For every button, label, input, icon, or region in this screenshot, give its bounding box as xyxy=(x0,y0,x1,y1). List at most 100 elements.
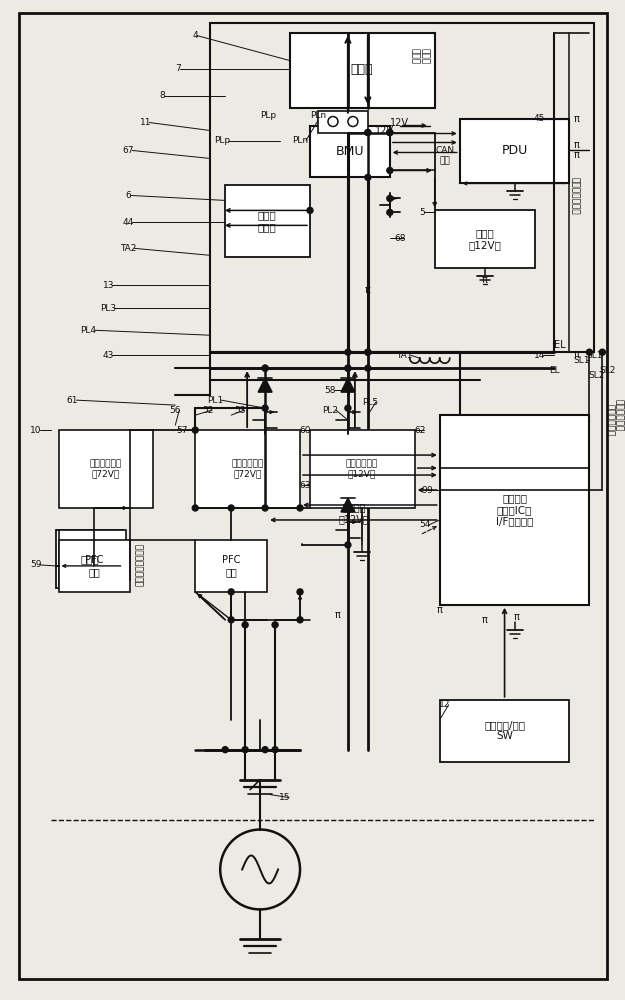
Text: PL4: PL4 xyxy=(81,326,96,335)
Text: 14: 14 xyxy=(534,351,545,360)
Circle shape xyxy=(387,195,393,201)
Text: 连接器温度信息: 连接器温度信息 xyxy=(570,177,579,214)
Circle shape xyxy=(262,405,268,411)
Circle shape xyxy=(297,589,303,595)
Text: 67: 67 xyxy=(122,146,134,155)
Circle shape xyxy=(228,589,234,595)
Circle shape xyxy=(222,747,228,753)
Bar xyxy=(195,430,300,508)
Text: SL1: SL1 xyxy=(573,356,589,365)
Text: PFC
电路: PFC 电路 xyxy=(222,555,241,577)
Circle shape xyxy=(262,365,268,371)
Text: 4: 4 xyxy=(192,31,198,40)
Text: 53: 53 xyxy=(234,406,246,415)
Text: 交直流
转换器: 交直流 转换器 xyxy=(258,211,276,232)
Circle shape xyxy=(345,405,351,411)
Text: PL1: PL1 xyxy=(207,396,223,405)
Circle shape xyxy=(365,349,371,355)
Circle shape xyxy=(586,349,592,355)
Text: π: π xyxy=(574,140,579,150)
Bar xyxy=(59,540,131,592)
Circle shape xyxy=(365,130,371,136)
Circle shape xyxy=(599,349,606,355)
Text: 13: 13 xyxy=(102,281,114,290)
Text: 62: 62 xyxy=(414,426,426,435)
Text: 充电开始/停止
SW: 充电开始/停止 SW xyxy=(484,720,525,741)
Text: 15: 15 xyxy=(279,793,291,802)
Circle shape xyxy=(387,209,393,215)
Circle shape xyxy=(297,505,303,511)
Circle shape xyxy=(307,207,313,213)
Text: 12: 12 xyxy=(439,700,451,709)
Bar xyxy=(210,23,594,352)
Circle shape xyxy=(387,130,393,136)
Circle shape xyxy=(387,130,393,136)
Text: 57: 57 xyxy=(176,426,188,435)
Circle shape xyxy=(345,365,351,371)
Text: 交直流转换器
（72V）: 交直流转换器 （72V） xyxy=(231,459,263,479)
Circle shape xyxy=(365,174,371,180)
Text: PLn: PLn xyxy=(310,111,326,120)
Circle shape xyxy=(345,349,351,355)
Circle shape xyxy=(192,505,198,511)
Polygon shape xyxy=(341,498,355,512)
Text: SL2: SL2 xyxy=(588,371,604,380)
Circle shape xyxy=(365,365,371,371)
Bar xyxy=(59,530,126,585)
Text: 12V: 12V xyxy=(375,126,394,136)
Circle shape xyxy=(262,747,268,753)
Text: 主电池: 主电池 xyxy=(351,63,373,76)
Bar xyxy=(440,700,569,762)
Text: BMU: BMU xyxy=(336,145,364,158)
Text: PLp: PLp xyxy=(260,111,276,120)
Text: 9: 9 xyxy=(422,486,428,495)
Circle shape xyxy=(365,130,371,136)
Bar xyxy=(225,185,310,257)
Text: 5: 5 xyxy=(419,208,424,217)
Bar xyxy=(51,390,445,740)
Bar xyxy=(59,430,153,508)
Text: 56: 56 xyxy=(169,406,181,415)
Bar xyxy=(56,530,123,588)
Text: 6: 6 xyxy=(126,191,131,200)
Text: 63: 63 xyxy=(299,481,311,490)
Bar xyxy=(195,540,267,592)
Text: PL3: PL3 xyxy=(101,304,116,313)
Text: 58: 58 xyxy=(324,386,336,395)
Circle shape xyxy=(272,747,278,753)
Circle shape xyxy=(262,365,268,371)
Text: CAN
通信: CAN 通信 xyxy=(435,146,454,165)
Circle shape xyxy=(272,622,278,628)
Bar xyxy=(440,415,589,605)
Text: PLp: PLp xyxy=(214,136,230,145)
Text: π: π xyxy=(574,150,579,160)
Text: 10: 10 xyxy=(30,426,41,435)
Text: 7: 7 xyxy=(176,64,181,73)
Bar xyxy=(459,119,569,183)
Circle shape xyxy=(345,365,351,371)
Text: 11: 11 xyxy=(139,118,151,127)
Circle shape xyxy=(228,505,234,511)
Bar xyxy=(175,405,435,725)
Text: 交直流转换器
（12V）: 交直流转换器 （12V） xyxy=(346,459,378,479)
Text: 61: 61 xyxy=(67,396,78,405)
Bar xyxy=(435,210,534,268)
Text: π: π xyxy=(437,605,442,615)
Bar xyxy=(290,33,435,108)
Text: 45: 45 xyxy=(534,114,545,123)
Text: 充电器: 充电器 xyxy=(80,554,99,564)
Bar xyxy=(302,482,407,544)
Text: 68: 68 xyxy=(394,234,406,243)
Circle shape xyxy=(365,349,371,355)
Text: 电流切换信号: 电流切换信号 xyxy=(614,399,623,431)
Text: PFC
电路: PFC 电路 xyxy=(85,555,104,577)
Circle shape xyxy=(262,505,268,511)
Circle shape xyxy=(345,542,351,548)
Text: π: π xyxy=(574,114,579,124)
Text: 52: 52 xyxy=(202,406,214,415)
Text: π: π xyxy=(335,610,341,620)
Text: π: π xyxy=(482,615,488,625)
Text: PL2: PL2 xyxy=(322,406,338,415)
Text: 12V: 12V xyxy=(390,118,409,128)
Circle shape xyxy=(228,617,234,623)
